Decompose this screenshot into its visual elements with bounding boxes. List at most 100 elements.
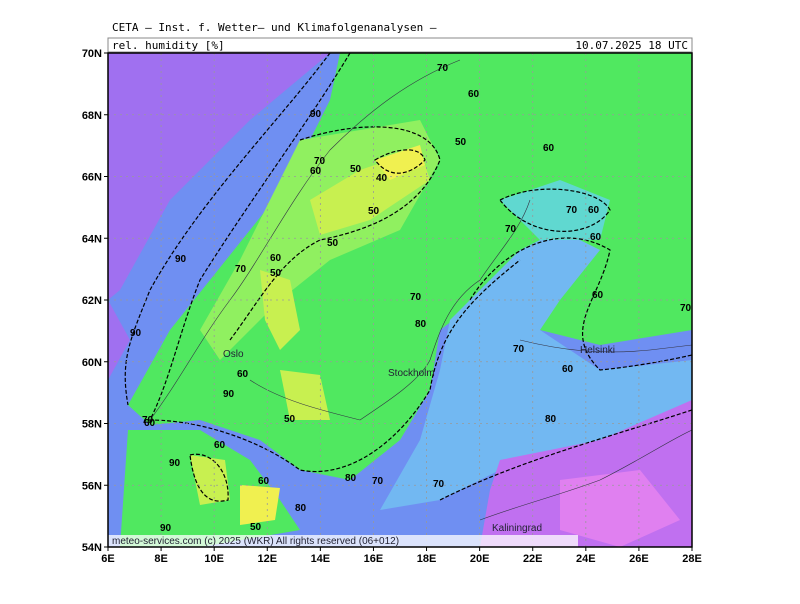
contour-label: 60 — [562, 364, 574, 375]
footer: meteo-services.com (c) 2025 (WKR) All ri… — [112, 536, 399, 547]
contour-label: 60 — [270, 253, 282, 264]
contour — [189, 453, 229, 502]
labels: OsloStockholmHelsinkiKaliningrad70609050… — [130, 63, 692, 534]
coastline — [519, 339, 692, 353]
contour-label: 70 — [314, 156, 326, 167]
coastlines — [149, 59, 692, 521]
lon-label: 8E — [154, 553, 167, 565]
contour-label: 70 — [142, 415, 154, 426]
contour-label: 60 — [258, 476, 270, 487]
contour-label: 90 — [130, 328, 142, 339]
lat-label: 62N — [82, 295, 102, 307]
contour — [149, 53, 521, 472]
contour-label: 80 — [545, 414, 557, 425]
city-label: Stockholm — [388, 368, 435, 379]
lat-label: 66N — [82, 172, 102, 184]
contour-label: 80 — [295, 503, 307, 514]
coastline — [249, 199, 531, 421]
contour-label: 50 — [270, 268, 282, 279]
lon-label: 24E — [576, 553, 596, 565]
parameter: rel. humidity [%] — [112, 39, 225, 52]
contour-label: 90 — [160, 523, 172, 534]
lon-label: 14E — [311, 553, 331, 565]
grid — [108, 53, 692, 547]
contour-label: 70 — [437, 63, 449, 74]
contour — [439, 409, 692, 501]
lon-label: 22E — [523, 553, 543, 565]
humidity-band — [240, 485, 280, 525]
lat-label: 54N — [82, 542, 102, 554]
city-label: Oslo — [223, 349, 244, 360]
contour-label: 70 — [433, 479, 445, 490]
contour-label: 60 — [592, 290, 604, 301]
lon-label: 10E — [204, 553, 224, 565]
contour-label: 50 — [327, 238, 339, 249]
contour — [229, 126, 441, 341]
contour-label: 90 — [310, 109, 322, 120]
lon-label: 20E — [470, 553, 490, 565]
contour-label: 60 — [588, 205, 600, 216]
contour-label: 60 — [144, 418, 156, 429]
contour-label: 60 — [468, 89, 480, 100]
contour-label: 50 — [455, 137, 467, 148]
contour-label: 70 — [410, 292, 422, 303]
contour-label: 50 — [250, 522, 262, 533]
contour-label: 90 — [169, 458, 181, 469]
humidity-band — [128, 53, 692, 480]
humidity-band — [280, 370, 330, 420]
lat-label: 58N — [82, 419, 102, 431]
contour — [469, 237, 692, 371]
contour-label: 70 — [235, 264, 247, 275]
contour-label: 80 — [415, 319, 427, 330]
contours — [124, 53, 692, 502]
contour-label: 70 — [566, 205, 578, 216]
lon-label: 28E — [682, 553, 702, 565]
humidity-band — [500, 180, 610, 240]
city-label: Helsinki — [580, 345, 615, 356]
contour-label: 50 — [284, 414, 296, 425]
contour-label: 60 — [590, 232, 602, 243]
lon-label: 26E — [629, 553, 649, 565]
lon-label: 12E — [257, 553, 277, 565]
contour-label: 90 — [223, 389, 235, 400]
title: CETA – Inst. f. Wetter– und Klimafolgena… — [112, 21, 437, 34]
humidity-band — [260, 270, 300, 350]
humidity-band — [108, 300, 130, 380]
contour-label: 50 — [350, 164, 362, 175]
field: OsloStockholmHelsinkiKaliningrad70609050… — [108, 53, 692, 547]
city-label: Kaliningrad — [492, 523, 542, 534]
contour — [499, 188, 611, 232]
info-bar — [107, 37, 693, 53]
contour-label: 50 — [368, 206, 380, 217]
contour-label: 80 — [345, 473, 357, 484]
lat-label: 60N — [82, 357, 102, 369]
lat-label: 70N — [82, 48, 102, 60]
lon-label: 16E — [364, 553, 384, 565]
lat-label: 68N — [82, 110, 102, 122]
contour-label: 70 — [505, 224, 517, 235]
contour-label: 60 — [214, 440, 226, 451]
lon-label: 6E — [101, 553, 114, 565]
lon-label: 18E — [417, 553, 437, 565]
contour — [124, 53, 331, 406]
contour-label: 60 — [310, 166, 322, 177]
contour — [374, 149, 426, 174]
humidity-band — [190, 455, 230, 505]
lat-label: 64N — [82, 233, 102, 245]
coastline — [149, 59, 461, 421]
contour-label: 90 — [175, 254, 187, 265]
contour-label: 60 — [543, 143, 555, 154]
footer-bg — [108, 535, 578, 547]
contour-label: 60 — [237, 369, 249, 380]
contour-label: 40 — [376, 173, 388, 184]
lat-label: 56N — [82, 480, 102, 492]
contour-label: 70 — [680, 303, 692, 314]
coastline — [479, 429, 692, 521]
humidity-band — [560, 470, 680, 547]
contour-label: 70 — [372, 476, 384, 487]
valid-time: 10.07.2025 18 UTC — [575, 39, 688, 52]
contour-label: 70 — [513, 344, 525, 355]
